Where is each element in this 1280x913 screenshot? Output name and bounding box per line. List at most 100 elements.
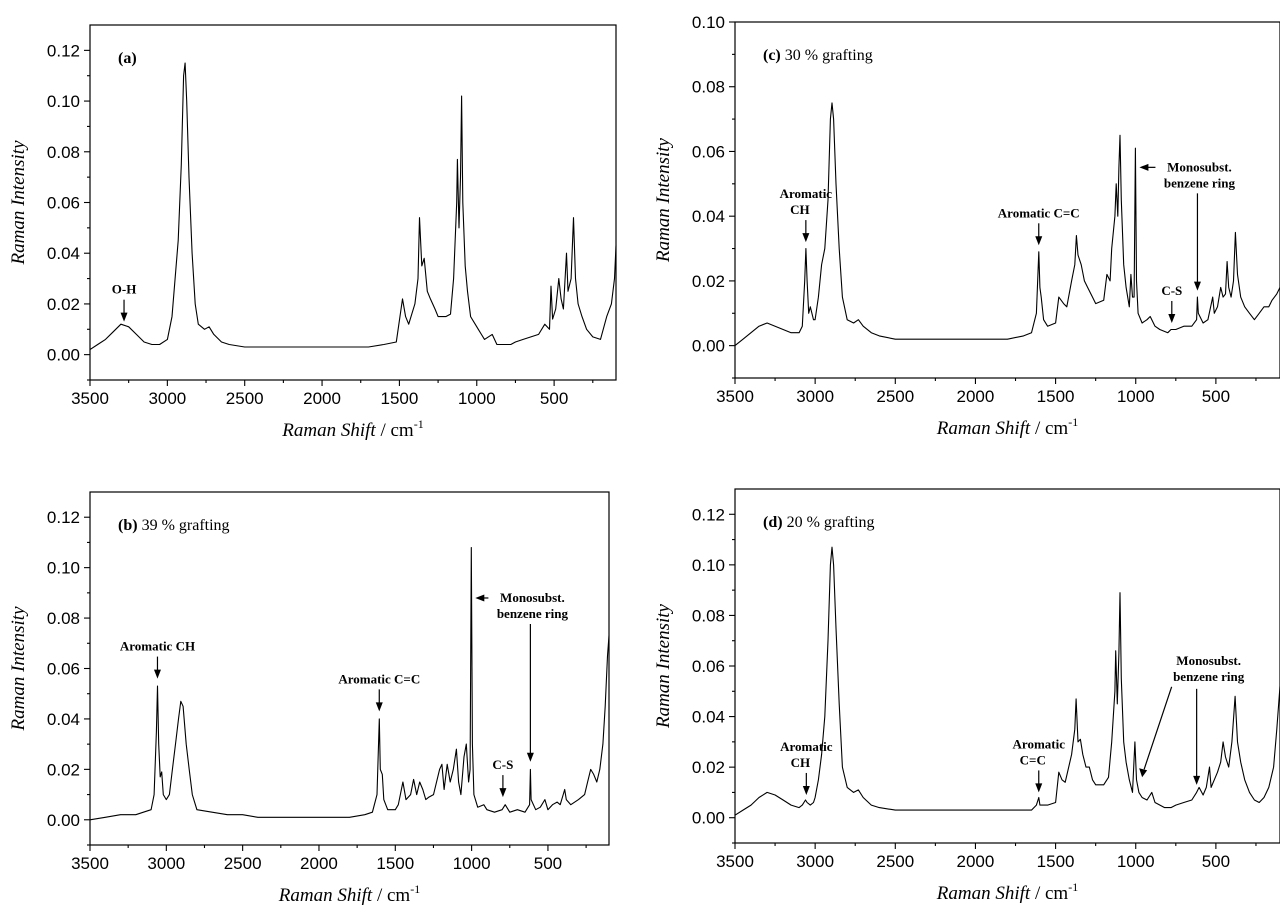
x-axis-label: Raman Shift — [936, 418, 1031, 439]
y-tick-label: 0.06 — [692, 142, 725, 161]
y-tick-label: 0.06 — [47, 660, 80, 679]
x-tick-label: 2500 — [224, 854, 262, 873]
annotation-3-text-2: benzene ring — [1164, 175, 1236, 190]
x-tick-label: 1000 — [453, 854, 491, 873]
annotation-2: Monosubst.benzene ring — [1139, 653, 1245, 785]
annotation-2-arrow-head — [1193, 775, 1201, 785]
x-tick-label: 3000 — [148, 389, 186, 408]
panel-c: 3500 3000 2500 2000 1500 1000 500 0.00 0.02 0.04 0… — [653, 13, 1280, 439]
y-axis-title: Raman Intensity — [653, 603, 674, 729]
annotation-0-arrow-head — [153, 669, 161, 679]
x-tick-label: 2500 — [226, 389, 264, 408]
x-tick-label: 2000 — [957, 387, 995, 406]
panel-d: 3500 3000 2500 2000 1500 1000 500 0.00 0.02 0.04 0… — [653, 488, 1280, 904]
x-tick-label: 1000 — [1117, 852, 1155, 871]
annotation-3-left-arrow-head — [1139, 163, 1149, 171]
annotation-2-text: C-S — [1161, 283, 1182, 298]
y-tick-label: 0.04 — [47, 710, 80, 729]
annotation-1-text: Aromatic C=C — [998, 205, 1080, 220]
x-tick-label: 2500 — [876, 387, 914, 406]
annotation-3: Monosubst.benzene ring — [1139, 159, 1236, 291]
x-tick-label: 500 — [1202, 387, 1230, 406]
y-tick-label: 0.00 — [47, 346, 80, 365]
x-axis-label: Raman Shift — [278, 885, 373, 906]
annotation-0-arrow-head — [120, 312, 128, 322]
y-tick-label: 0.08 — [692, 606, 725, 625]
x-axis-unit: / cm — [1030, 883, 1068, 904]
x-tick-label: 3500 — [716, 852, 754, 871]
panel-subtitle: 39 % grafting — [138, 517, 230, 534]
panel-title: (d) 20 % grafting — [763, 514, 875, 531]
x-tick-label: 3000 — [147, 854, 185, 873]
x-axis-unit-exponent: -1 — [1068, 880, 1078, 894]
x-axis-title: Raman Shift / cm-1 — [936, 880, 1078, 904]
y-tick-label: 0.08 — [47, 143, 80, 162]
y-tick-label: 0.04 — [692, 708, 725, 727]
x-tick-label: 3000 — [796, 387, 834, 406]
annotation-0-text: Aromatic — [780, 739, 833, 754]
y-tick-label: 0.00 — [692, 809, 725, 828]
panel-b: 3500 3000 2500 2000 1500 1000 500 0.00 0.02 0.04 0… — [8, 491, 610, 906]
annotation-2-arrow-head — [499, 788, 507, 798]
annotation-0-arrow-head — [802, 785, 810, 795]
annotation-0-text-2: CH — [791, 755, 811, 770]
x-axis-unit: / cm — [372, 885, 410, 906]
y-axis-title: Raman Intensity — [8, 606, 29, 732]
annotation-0: O-H — [112, 282, 136, 322]
y-tick-label: 0.02 — [692, 758, 725, 777]
y-tick-label: 0.02 — [692, 272, 725, 291]
panel-label: (a) — [118, 50, 137, 67]
x-tick-label: 2000 — [303, 389, 341, 408]
panel-label: (b) — [118, 517, 138, 534]
y-tick-label: 0.12 — [47, 41, 80, 60]
y-tick-label: 0.10 — [692, 13, 725, 32]
x-tick-label: 1500 — [1037, 852, 1075, 871]
annotation-1: Aromatic C=C — [998, 205, 1080, 246]
x-tick-label: 500 — [1202, 852, 1230, 871]
y-tick-label: 0.10 — [47, 559, 80, 578]
panel-label: (c) — [763, 47, 781, 64]
y-tick-label: 0.08 — [47, 609, 80, 628]
y-tick-label: 0.12 — [692, 505, 725, 524]
x-tick-label: 2000 — [957, 852, 995, 871]
x-tick-label: 1000 — [458, 389, 496, 408]
annotation-3-arrow-head — [1193, 281, 1201, 291]
annotation-3-arrow-head — [526, 752, 534, 762]
y-tick-label: 0.00 — [692, 337, 725, 356]
x-axis-unit-exponent: -1 — [410, 882, 420, 896]
y-tick-label: 0.10 — [692, 556, 725, 575]
x-tick-label: 1500 — [380, 389, 418, 408]
x-axis-title: Raman Shift / cm-1 — [278, 882, 420, 906]
y-tick-label: 0.02 — [47, 295, 80, 314]
annotation-0-arrow-head — [802, 233, 810, 243]
annotation-2-text: Monosubst. — [1176, 653, 1241, 668]
annotation-1-arrow-head — [1035, 783, 1043, 793]
annotation-1-text: Aromatic C=C — [338, 671, 420, 686]
panel-title: (a) — [118, 50, 137, 67]
annotation-0-text: Aromatic — [780, 186, 833, 201]
y-tick-label: 0.00 — [47, 811, 80, 830]
annotation-3: Monosubst.benzene ring — [475, 590, 568, 762]
annotation-2-arrow-head — [1168, 313, 1176, 323]
y-tick-label: 0.12 — [47, 508, 80, 527]
annotation-1: Aromatic C=C — [338, 671, 420, 712]
spectrum-line — [734, 546, 1280, 816]
y-tick-label: 0.02 — [47, 760, 80, 779]
panel-subtitle: 20 % grafting — [783, 514, 875, 531]
annotation-3-text-2: benzene ring — [497, 606, 569, 621]
x-axis-label: Raman Shift — [936, 883, 1031, 904]
x-axis-unit: / cm — [1030, 418, 1068, 439]
annotation-1-text-2: C=C — [1020, 752, 1046, 767]
annotation-3-text: Monosubst. — [1167, 159, 1232, 174]
panel-label: (d) — [763, 514, 783, 531]
x-axis-unit: / cm — [376, 420, 414, 441]
x-tick-label: 3500 — [71, 854, 109, 873]
y-tick-label: 0.10 — [47, 92, 80, 111]
annotation-2-text: C-S — [492, 757, 513, 772]
panel-a: 3500 3000 2500 2000 1500 1000 500 0.00 0.02 0.04 0… — [8, 24, 617, 441]
x-axis-unit-exponent: -1 — [1068, 415, 1078, 429]
x-tick-label: 1000 — [1117, 387, 1155, 406]
